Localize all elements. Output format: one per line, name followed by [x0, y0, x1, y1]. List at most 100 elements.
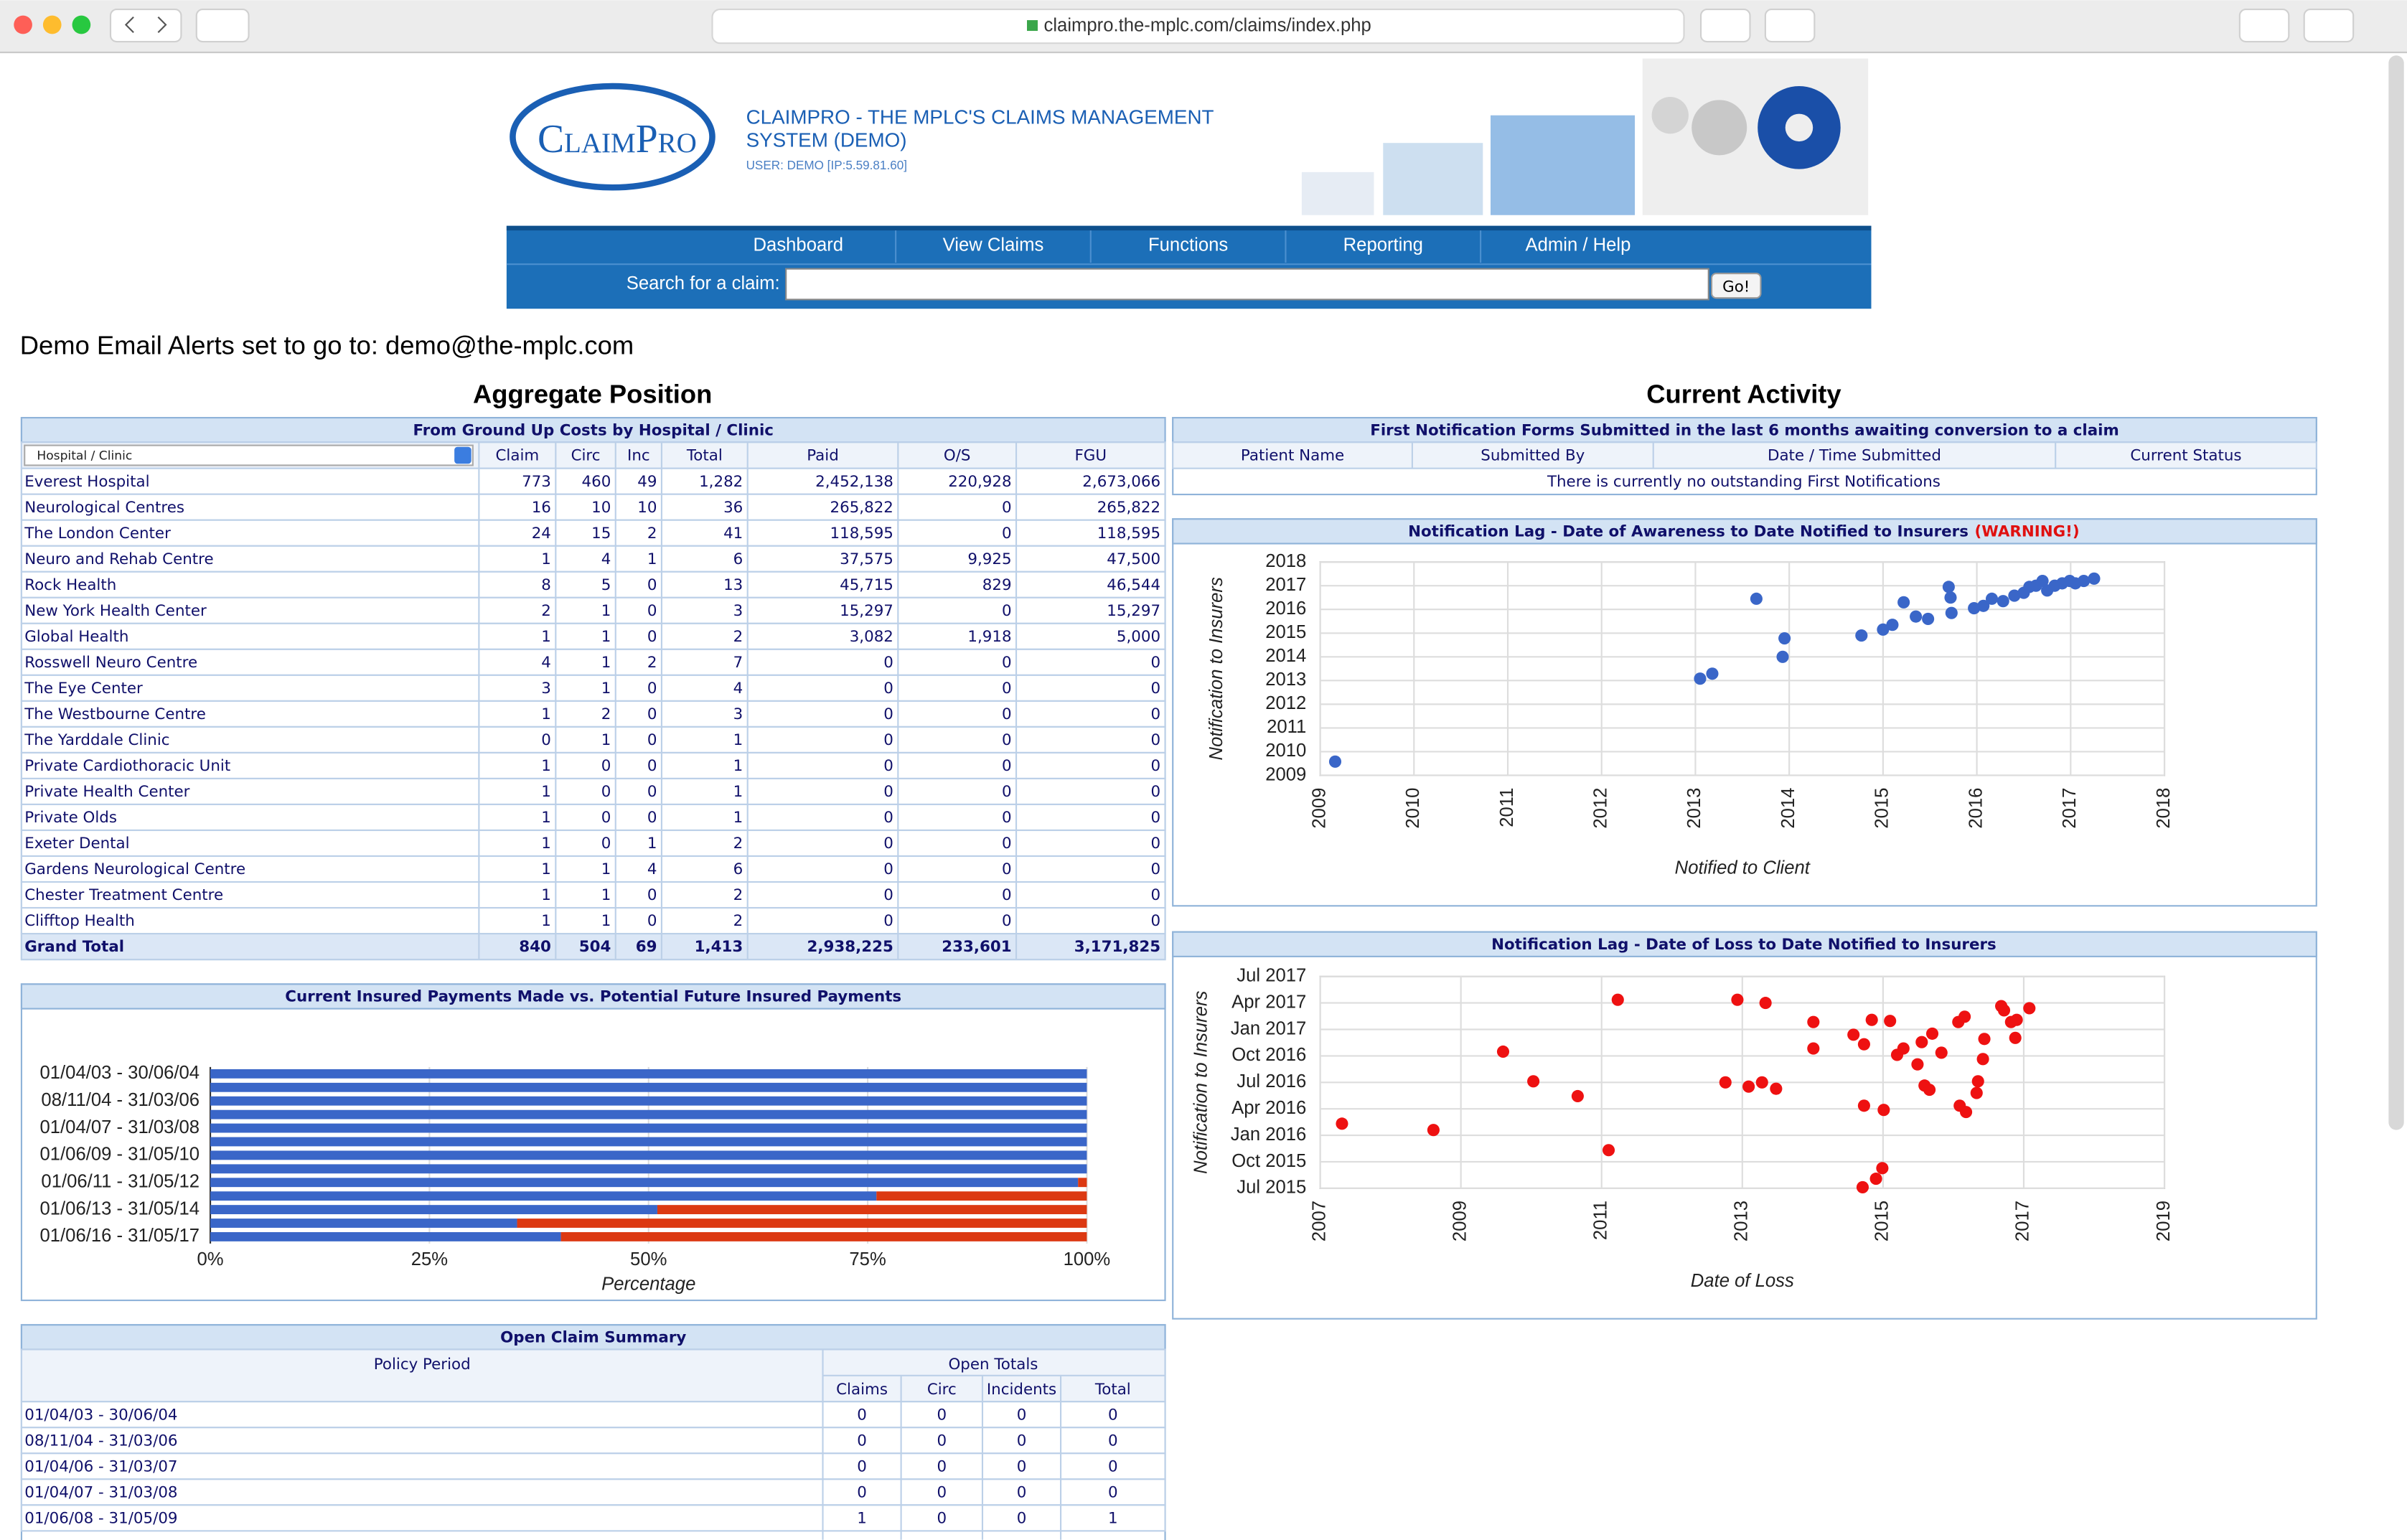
table-cell: 0 [541, 731, 551, 749]
row-label[interactable]: Exeter Dental [24, 835, 129, 853]
table-row [20, 571, 1166, 598]
table-cell: 0 [1150, 860, 1160, 878]
sidebar-button[interactable] [195, 9, 250, 43]
info-button[interactable] [1699, 9, 1751, 43]
data-point [1997, 595, 2009, 608]
table-cell: 0 [937, 1483, 947, 1501]
table-row [20, 467, 1166, 495]
bar-segment [210, 1232, 561, 1241]
nav-item[interactable]: Reporting [1343, 235, 1423, 255]
nav-item[interactable]: Admin / Help [1525, 235, 1631, 255]
data-point [1857, 1038, 1870, 1051]
table-cell: 460 [582, 473, 611, 491]
nav-item[interactable]: Dashboard [754, 235, 844, 255]
table-row [20, 1478, 1166, 1506]
table-cell: 1 [601, 654, 611, 672]
row-label[interactable]: Global Health [24, 628, 128, 646]
row-label[interactable]: Neurological Centres [24, 499, 184, 517]
data-point [1968, 602, 1981, 615]
bar-segment [210, 1123, 1087, 1133]
table-cell: 0 [1108, 1483, 1118, 1501]
x-tick-label: 2012 [1591, 788, 1611, 829]
row-label[interactable]: The Westbourne Centre [24, 705, 206, 723]
row-label[interactable]: Chester Treatment Centre [24, 886, 223, 904]
data-point [1976, 1053, 1989, 1066]
row-label: 01/04/07 - 31/03/08 [24, 1483, 177, 1501]
row-label[interactable]: The Yarddale Clinic [24, 731, 169, 749]
table-cell: 41 [723, 525, 743, 543]
table-row [20, 777, 1166, 806]
row-label[interactable]: Rock Health [24, 576, 116, 594]
data-point [1970, 1086, 1983, 1099]
nav-item[interactable]: Functions [1148, 235, 1228, 255]
table-cell: 0 [1150, 809, 1160, 827]
zoom-button[interactable] [72, 15, 91, 34]
row-label[interactable]: Gardens Neurological Centre [24, 860, 245, 878]
column-header: FGU [1075, 447, 1107, 465]
table-cell: 0 [647, 757, 657, 775]
table-cell: 0 [883, 783, 893, 801]
table-cell: 0 [857, 1406, 867, 1424]
row-label[interactable]: New York Health Center [24, 602, 207, 620]
table-cell: 9,925 [967, 550, 1011, 568]
data-point [1945, 606, 1958, 619]
section-heading: Aggregate Position [473, 380, 712, 409]
table-cell: 3 [733, 705, 743, 723]
row-label[interactable]: Private Cardiothoracic Unit [24, 757, 230, 775]
table-cell: 3,171,825 [1074, 938, 1160, 956]
scrollbar[interactable] [2388, 55, 2404, 1130]
row-label[interactable]: Neuro and Rehab Centre [24, 550, 213, 568]
site-title: CLAIMPRO - THE MPLC'S CLAIMS MANAGEMENT [746, 105, 1214, 128]
bar-segment [210, 1137, 1087, 1147]
table-cell: 0 [1150, 654, 1160, 672]
table-cell: 0 [883, 886, 893, 904]
row-label[interactable]: Rosswell Neuro Centre [24, 654, 197, 672]
chart-title: Notification Lag - Date of Awareness to … [1408, 522, 2080, 540]
table-cell: 10 [591, 499, 611, 517]
table-cell: 265,822 [1097, 499, 1160, 517]
row-label[interactable]: Private Olds [24, 809, 117, 827]
share-button[interactable] [2238, 9, 2290, 43]
close-button[interactable] [14, 15, 32, 34]
table-cell: 1 [733, 731, 743, 749]
table-cell: 2 [647, 525, 657, 543]
address-bar[interactable] [711, 9, 1685, 44]
column-header: Inc [627, 447, 650, 465]
row-label[interactable]: The Eye Center [24, 680, 143, 698]
table-cell: 0 [937, 1432, 947, 1450]
bar-segment [876, 1191, 1087, 1201]
bookmark-button[interactable] [1764, 9, 1816, 43]
filter-select[interactable] [24, 444, 474, 466]
data-point [1527, 1075, 1540, 1088]
minimize-button[interactable] [42, 15, 62, 34]
data-point [1336, 1117, 1348, 1130]
x-axis-label: Notified to Client [1675, 858, 1811, 878]
nav-buttons[interactable] [109, 9, 182, 43]
column-header: O/S [944, 447, 971, 465]
column-header: Claims [836, 1381, 888, 1399]
table-row [20, 726, 1166, 753]
nav-item[interactable]: View Claims [943, 235, 1044, 255]
tabs-button[interactable] [2303, 9, 2355, 43]
row-label[interactable]: Clifftop Health [24, 912, 135, 930]
table-cell: 2 [601, 705, 611, 723]
table-cell: 10 [637, 499, 657, 517]
row-label[interactable]: Private Health Center [24, 783, 189, 801]
x-tick-label: 2013 [1732, 1201, 1752, 1241]
data-point [2009, 1031, 2022, 1044]
search-button[interactable] [1710, 272, 1762, 299]
data-point [2078, 575, 2091, 588]
row-label[interactable]: The London Center [24, 525, 171, 543]
table-cell: 47,500 [1107, 550, 1160, 568]
table-cell: 7 [733, 654, 743, 672]
table-cell: 0 [883, 757, 893, 775]
table-cell: 1 [601, 886, 611, 904]
y-tick-label: Jul 2015 [1237, 1178, 1306, 1198]
y-axis-label: Notification to Insurers [1206, 577, 1226, 760]
x-tick-label: 75% [849, 1249, 886, 1269]
row-label[interactable]: Everest Hospital [24, 473, 149, 491]
panel-caption-bg [20, 417, 1166, 443]
search-input[interactable] [785, 268, 1709, 301]
bar-segment [210, 1178, 1079, 1188]
section-heading: Current Activity [1646, 380, 1841, 409]
